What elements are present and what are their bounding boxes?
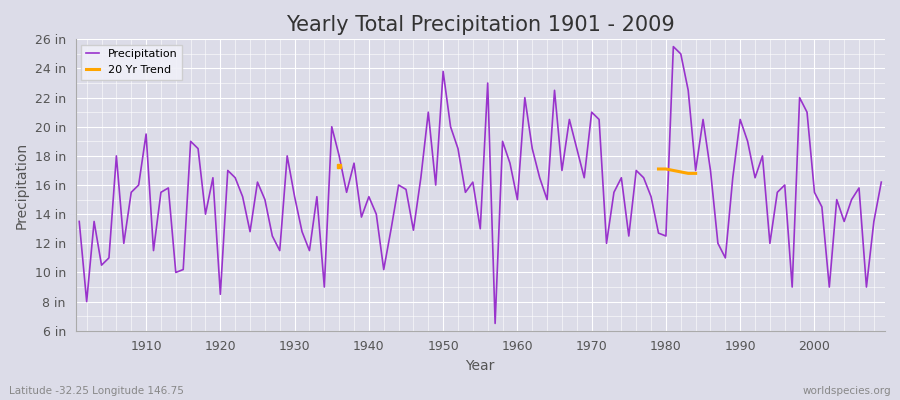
Line: 20 Yr Trend: 20 Yr Trend — [659, 169, 696, 173]
20 Yr Trend — [690, 171, 701, 176]
20 Yr Trend — [675, 170, 686, 174]
Precipitation — [876, 180, 886, 184]
Text: Latitude -32.25 Longitude 146.75: Latitude -32.25 Longitude 146.75 — [9, 386, 184, 396]
Title: Yearly Total Precipitation 1901 - 2009: Yearly Total Precipitation 1901 - 2009 — [286, 15, 675, 35]
Text: worldspecies.org: worldspecies.org — [803, 386, 891, 396]
X-axis label: Year: Year — [465, 359, 495, 373]
20 Yr Trend — [683, 171, 694, 176]
Legend: Precipitation, 20 Yr Trend: Precipitation, 20 Yr Trend — [81, 45, 182, 80]
Precipitation — [668, 44, 679, 49]
Precipitation — [512, 197, 523, 202]
Y-axis label: Precipitation: Precipitation — [15, 142, 29, 228]
20 Yr Trend — [668, 168, 679, 173]
20 Yr Trend — [653, 167, 664, 172]
Precipitation — [297, 229, 308, 234]
Precipitation — [133, 183, 144, 188]
Precipitation — [74, 219, 85, 224]
Precipitation — [341, 190, 352, 195]
Precipitation — [608, 190, 619, 195]
Precipitation — [490, 321, 500, 326]
Precipitation — [519, 95, 530, 100]
20 Yr Trend — [661, 167, 671, 172]
Line: Precipitation: Precipitation — [79, 47, 881, 324]
